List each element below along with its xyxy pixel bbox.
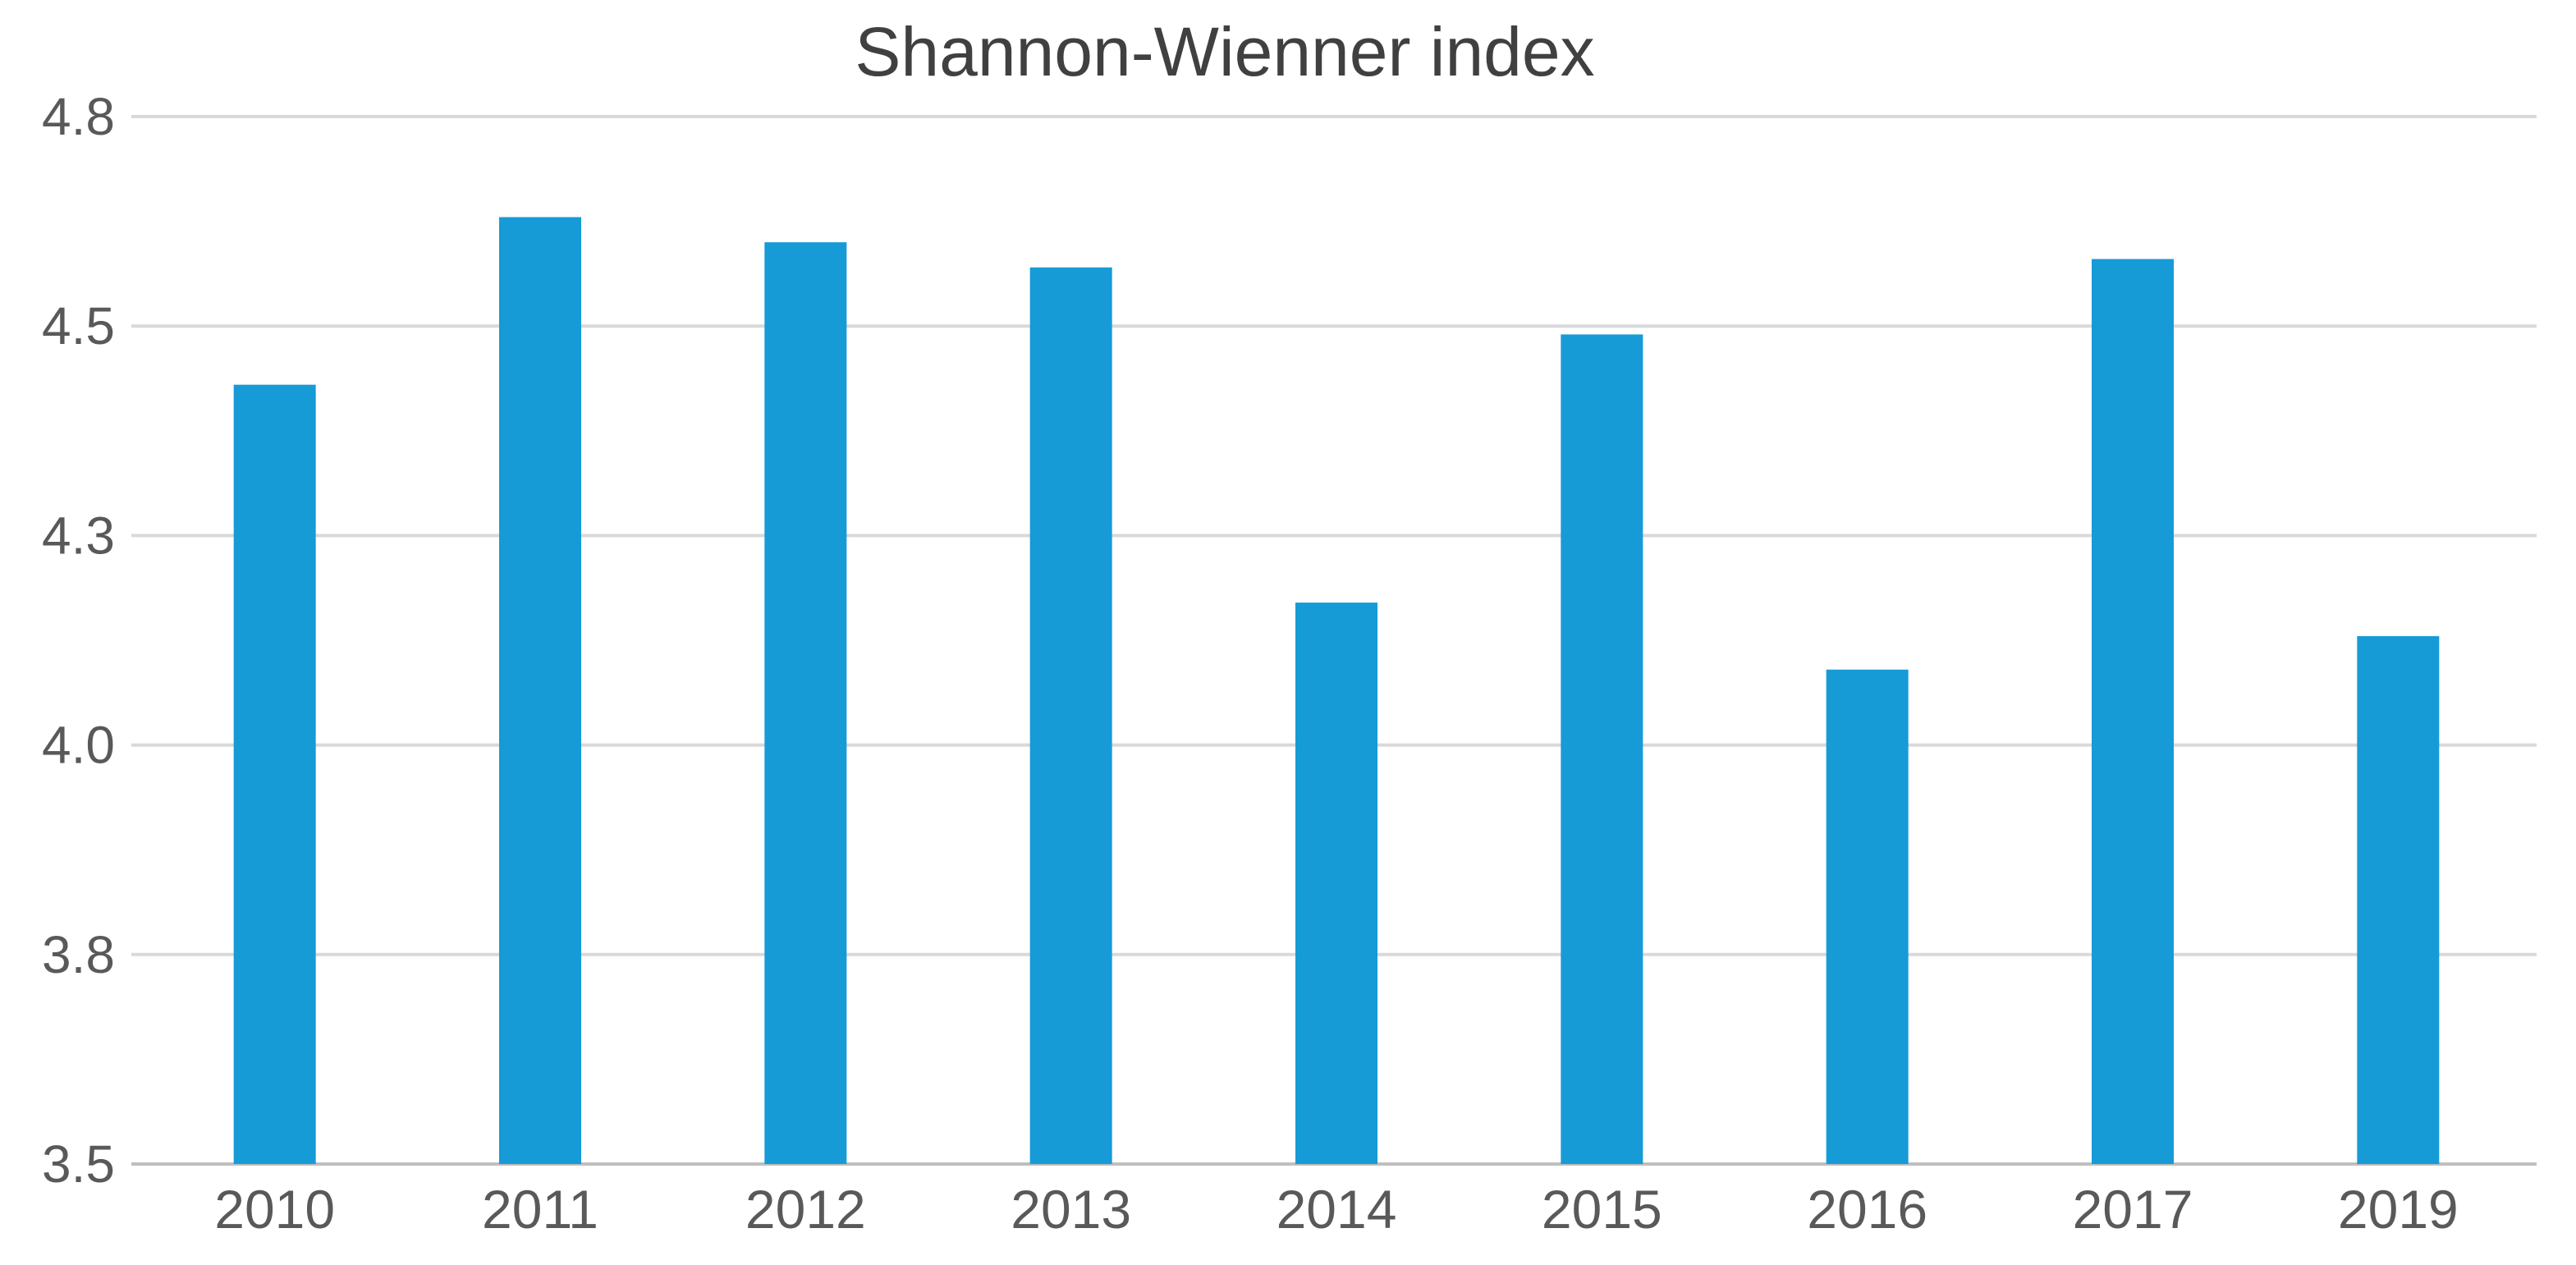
bar-2013 [1029,267,1112,1164]
x-tick-label: 2015 [1542,1179,1662,1240]
y-axis-tick-labels: 3.5 3.8 4.0 4.3 4.5 4.8 [42,87,115,1194]
chart-title: Shannon-Wienner index [855,13,1594,90]
x-tick-label: 2014 [1277,1179,1397,1240]
bar-2014 [1295,603,1377,1164]
y-tick-label: 4.0 [42,716,115,775]
bar-2015 [1561,334,1643,1165]
bar-2010 [233,384,316,1164]
bar-2011 [499,217,581,1165]
x-tick-label: 2013 [1011,1179,1131,1240]
bar-2016 [1826,669,1909,1164]
y-tick-label: 4.8 [42,87,115,146]
y-tick-label: 4.5 [42,296,115,355]
bar-2017 [2092,259,2174,1164]
x-tick-label: 2010 [214,1179,335,1240]
y-tick-label: 3.5 [42,1134,115,1194]
bar-2012 [764,242,847,1164]
x-axis-tick-labels: 2010 2011 2012 2013 2014 2015 2016 2017 2019 [214,1179,2458,1240]
bars [233,217,2440,1165]
y-tick-label: 3.8 [42,925,115,984]
x-tick-label: 2019 [2338,1179,2459,1240]
x-tick-label: 2017 [2073,1179,2193,1240]
x-tick-label: 2016 [1807,1179,1927,1240]
x-tick-label: 2012 [745,1179,866,1240]
y-tick-label: 4.3 [42,506,115,565]
bar-2019 [2357,635,2440,1164]
x-tick-label: 2011 [482,1179,598,1240]
